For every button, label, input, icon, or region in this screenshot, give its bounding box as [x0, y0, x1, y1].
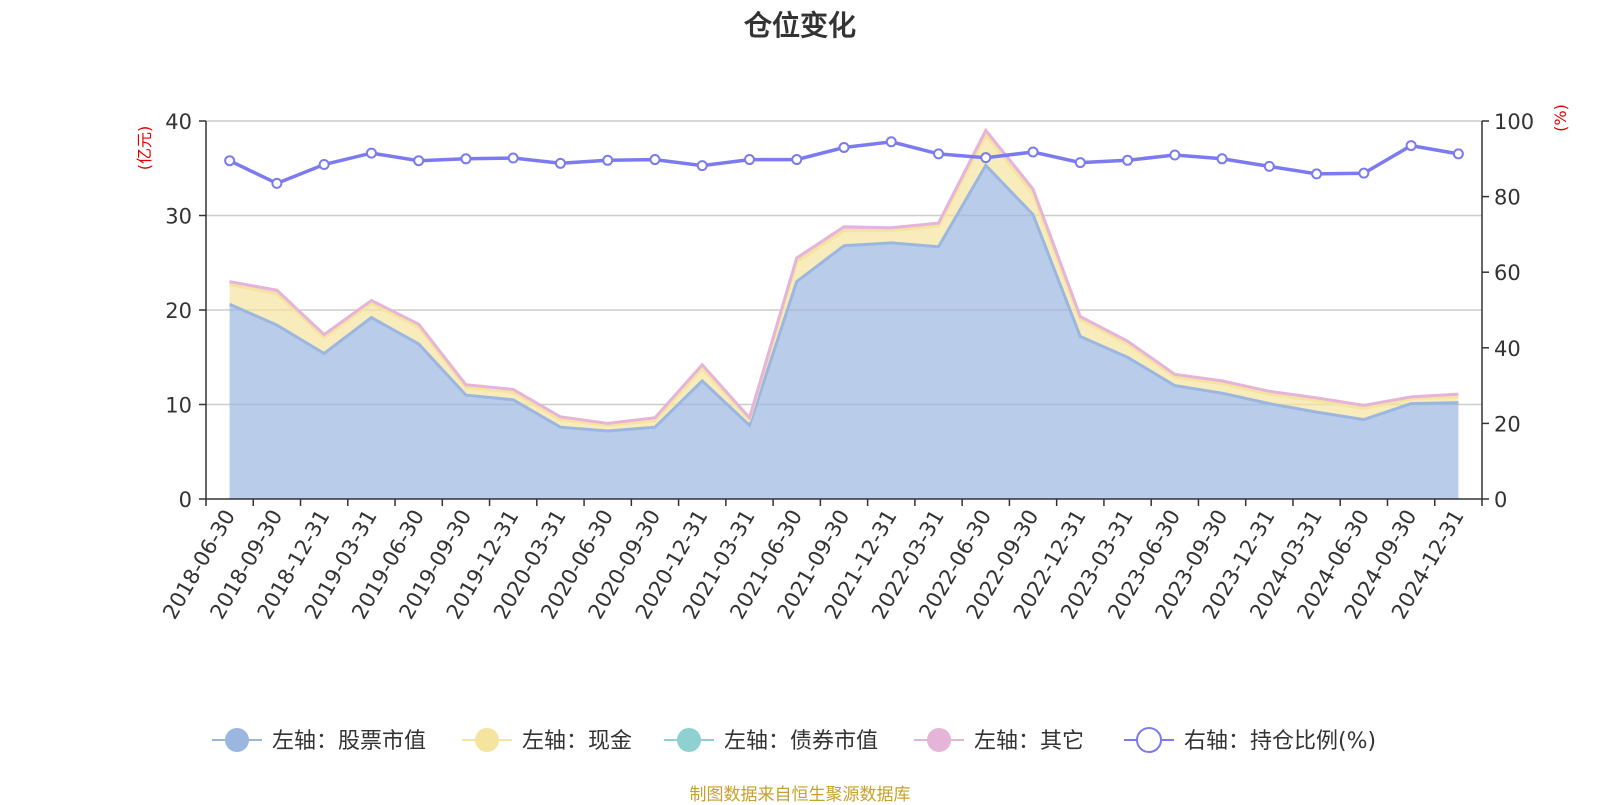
- chart-title: 仓位变化: [743, 9, 856, 42]
- holding-ratio-point: [743, 154, 755, 166]
- right-axis-tick-label: 0: [1494, 488, 1507, 512]
- holding-ratio-point: [1263, 160, 1275, 172]
- left-axis-tick-label: 20: [165, 299, 192, 323]
- legend-marker: [677, 728, 701, 752]
- holding-ratio-point: [1452, 148, 1464, 160]
- legend-label: 左轴：债券市值: [724, 729, 878, 754]
- holding-ratio-point: [271, 177, 283, 189]
- holding-ratio-point: [318, 158, 330, 170]
- holding-ratio-point: [649, 154, 661, 166]
- holding-ratio-point: [460, 153, 472, 165]
- holding-ratio-point: [224, 155, 236, 167]
- holding-ratio-point: [554, 157, 566, 169]
- right-axis-tick-label: 100: [1494, 110, 1534, 134]
- holding-ratio-point: [1027, 146, 1039, 158]
- holding-ratio-point: [885, 136, 897, 148]
- legend-label: 右轴：持仓比例(%): [1184, 729, 1376, 754]
- legend-marker: [927, 728, 951, 752]
- legend-marker: [475, 728, 499, 752]
- area-左轴：股票市值: [229, 165, 1459, 499]
- right-axis-tick-label: 40: [1494, 337, 1521, 361]
- legend-label: 左轴：股票市值: [272, 729, 426, 754]
- holding-ratio-point: [933, 148, 945, 160]
- holding-ratio-point: [1122, 154, 1134, 166]
- right-axis-unit: (%): [1551, 104, 1570, 132]
- legend-marker: [225, 728, 249, 752]
- holding-ratio-point: [696, 160, 708, 172]
- holding-ratio-point: [791, 154, 803, 166]
- holding-ratio-point: [1216, 153, 1228, 165]
- legend-label: 左轴：其它: [974, 729, 1084, 754]
- holding-ratio-point: [365, 147, 377, 159]
- left-axis-unit: (亿元): [135, 126, 154, 171]
- holding-ratio-point: [838, 141, 850, 153]
- holding-ratio-point: [1358, 167, 1370, 179]
- area-line-左轴：其它: [229, 127, 1459, 425]
- chart-svg: 010203040020406080100(亿元)(%)2018-06-3020…: [135, 104, 1570, 754]
- holding-ratio-point: [1405, 140, 1417, 152]
- left-axis-tick-label: 40: [165, 110, 192, 134]
- legend-label: 左轴：现金: [522, 729, 632, 754]
- left-axis-tick-label: 0: [179, 488, 192, 512]
- area-line-左轴：现金: [229, 132, 1459, 427]
- chart-source: 制图数据来自恒生聚源数据库: [689, 785, 911, 805]
- holding-ratio-point: [602, 154, 614, 166]
- left-axis-tick-label: 10: [165, 394, 192, 418]
- left-axis-tick-label: 30: [165, 205, 192, 229]
- holding-ratio-point: [1169, 149, 1181, 161]
- right-axis-tick-label: 60: [1494, 261, 1521, 285]
- holding-ratio-point: [1311, 168, 1323, 180]
- legend-marker: [1136, 727, 1162, 753]
- right-axis-tick-label: 20: [1494, 412, 1521, 436]
- area-line-左轴：股票市值: [228, 162, 1459, 433]
- holding-ratio-point: [1074, 157, 1086, 169]
- holding-ratio-point: [413, 155, 425, 167]
- right-axis-tick-label: 80: [1494, 186, 1521, 210]
- holding-ratio-point: [507, 152, 519, 164]
- holding-ratio-point: [980, 152, 992, 164]
